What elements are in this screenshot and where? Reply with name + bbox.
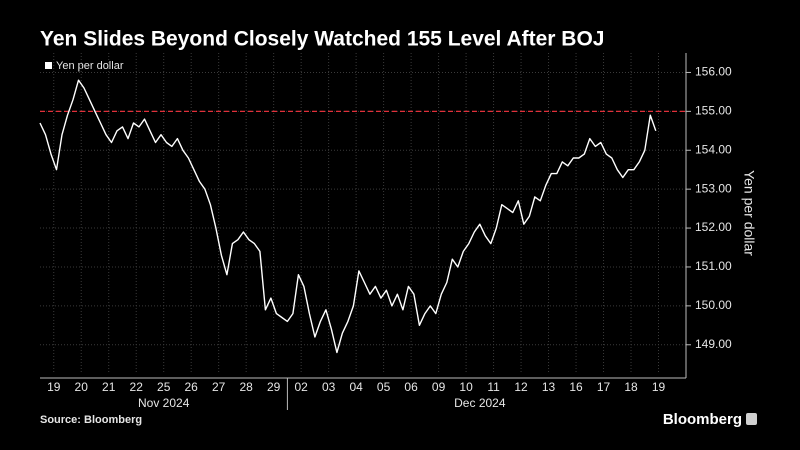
x-tick-label: 28 (239, 380, 253, 394)
y-tick-label: 156.00 (695, 65, 732, 79)
y-tick-label: 152.00 (695, 220, 732, 234)
x-tick-label: 20 (75, 380, 89, 394)
x-tick-label: 10 (459, 380, 473, 394)
x-tick-label: 22 (130, 380, 144, 394)
x-tick-label: 12 (514, 380, 528, 394)
y-tick-label: 155.00 (695, 104, 732, 118)
x-tick-label: 16 (569, 380, 583, 394)
y-axis-label: Yen per dollar (741, 170, 757, 256)
x-tick-label: 13 (542, 380, 556, 394)
x-tick-label: 04 (349, 380, 363, 394)
x-tick-label: 06 (404, 380, 418, 394)
x-tick-label: 09 (432, 380, 446, 394)
x-tick-label: 29 (267, 380, 281, 394)
y-tick-label: 154.00 (695, 142, 732, 156)
x-tick-label: 19 (652, 380, 666, 394)
y-tick-label: 149.00 (695, 337, 732, 351)
x-tick-label: 25 (157, 380, 171, 394)
y-tick-label: 153.00 (695, 181, 732, 195)
y-tick-label: 151.00 (695, 259, 732, 273)
x-tick-label: 19 (47, 380, 61, 394)
legend-label: Yen per dollar (56, 60, 124, 72)
y-tick-label: 150.00 (695, 298, 732, 312)
x-tick-label: 26 (185, 380, 199, 394)
x-tick-label: 05 (377, 380, 391, 394)
month-label: Dec 2024 (454, 396, 506, 410)
legend-swatch (45, 62, 52, 69)
x-tick-label: 11 (487, 380, 500, 394)
x-tick-label: 03 (322, 380, 336, 394)
legend-box (40, 57, 136, 76)
brand: Bloomberg (663, 411, 742, 428)
brand-icon (746, 413, 757, 425)
x-tick-label: 02 (294, 380, 308, 394)
source: Source: Bloomberg (40, 414, 142, 426)
line-series (39, 79, 657, 354)
x-tick-label: 21 (102, 380, 116, 394)
chart-title: Yen Slides Beyond Closely Watched 155 Le… (40, 28, 604, 51)
x-tick-label: 17 (597, 380, 611, 394)
month-label: Nov 2024 (138, 396, 190, 410)
x-tick-label: 27 (212, 380, 226, 394)
x-tick-label: 18 (624, 380, 638, 394)
